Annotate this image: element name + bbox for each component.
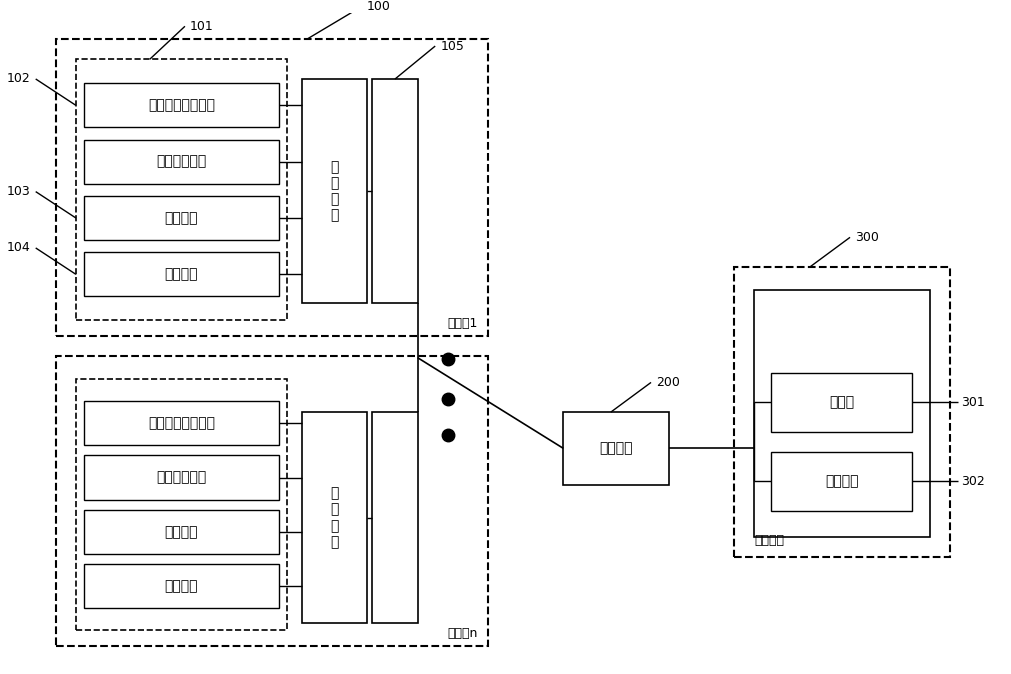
Text: 监控单元: 监控单元 bbox=[165, 525, 198, 539]
Text: 照明单元: 照明单元 bbox=[165, 268, 198, 281]
Text: 监测站1: 监测站1 bbox=[447, 317, 477, 330]
Bar bbox=[56, 40, 487, 336]
Text: 102: 102 bbox=[7, 73, 30, 86]
Bar bbox=[76, 379, 287, 630]
Bar bbox=[84, 401, 279, 446]
Bar bbox=[563, 412, 668, 485]
Bar bbox=[770, 452, 911, 511]
Text: 104: 104 bbox=[7, 241, 30, 255]
Bar bbox=[753, 290, 929, 537]
Text: 移动终端: 移动终端 bbox=[824, 474, 857, 489]
Text: 上位机: 上位机 bbox=[828, 395, 853, 409]
Text: 302: 302 bbox=[960, 475, 984, 488]
Text: 监测站n: 监测站n bbox=[447, 627, 477, 640]
Bar bbox=[734, 267, 949, 557]
Text: 水质分析单元: 水质分析单元 bbox=[156, 470, 206, 485]
Bar bbox=[372, 79, 418, 303]
Text: 照明单元: 照明单元 bbox=[165, 579, 198, 593]
Bar bbox=[301, 412, 367, 623]
Bar bbox=[56, 356, 487, 646]
Text: 采样及与处理单元: 采样及与处理单元 bbox=[148, 417, 214, 430]
Bar bbox=[372, 412, 418, 623]
Bar bbox=[76, 59, 287, 319]
Bar bbox=[84, 510, 279, 554]
Text: 控
制
单
元: 控 制 单 元 bbox=[331, 487, 339, 549]
Text: 水质分析单元: 水质分析单元 bbox=[156, 154, 206, 168]
Text: 监控中心: 监控中心 bbox=[753, 534, 784, 547]
Text: 301: 301 bbox=[960, 396, 984, 408]
Text: 200: 200 bbox=[655, 376, 679, 389]
Text: 300: 300 bbox=[854, 231, 879, 244]
Text: 101: 101 bbox=[190, 20, 213, 33]
Bar bbox=[84, 196, 279, 240]
Bar bbox=[84, 564, 279, 609]
Text: 通信网络: 通信网络 bbox=[599, 441, 632, 456]
Text: 控
制
单
元: 控 制 单 元 bbox=[331, 160, 339, 222]
Bar bbox=[84, 140, 279, 184]
Text: 105: 105 bbox=[440, 40, 464, 53]
Bar bbox=[84, 252, 279, 297]
Bar bbox=[770, 373, 911, 432]
Text: 100: 100 bbox=[366, 0, 390, 13]
Text: 103: 103 bbox=[7, 185, 30, 198]
Bar bbox=[301, 79, 367, 303]
Text: 采样及与处理单元: 采样及与处理单元 bbox=[148, 98, 214, 113]
Bar bbox=[84, 456, 279, 499]
Bar bbox=[84, 84, 279, 127]
Text: 监控单元: 监控单元 bbox=[165, 211, 198, 225]
